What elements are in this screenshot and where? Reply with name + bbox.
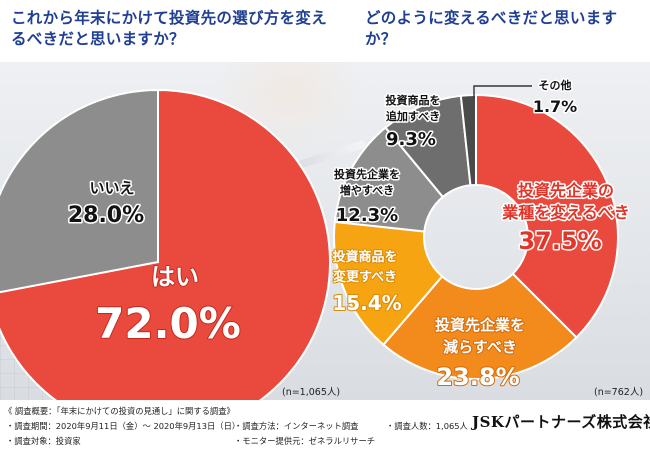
pie-right-value-change: 15.4% [332, 291, 401, 315]
pie-right-value-add: 9.3% [386, 129, 436, 150]
question-left: これから年末にかけて投資先の選び方を変えるべきだと思いますか？ [11, 9, 328, 48]
pie-right-label-increase-1: 投資先企業を [334, 167, 400, 181]
sample-size-right: (n=762人) [594, 387, 644, 398]
pie-left-label-yes: はい [151, 263, 199, 291]
pie-right-slice-3 [333, 126, 445, 233]
pie-right-label-industry-2: 業種を変えるべき [501, 203, 630, 222]
pie-right-label-other: その他 [539, 78, 572, 92]
survey-method: ・調査方法：インターネット調査 [234, 421, 359, 431]
company-logo-text: JSKパートナーズ株式会社 [472, 413, 650, 431]
pie-left-slice-0 [0, 88, 331, 400]
pie-right-value-reduce: 23.8% [436, 363, 519, 391]
pie-right-value-industry: 37.5% [518, 227, 601, 255]
pie-right-label-change-1: 投資商品を [332, 249, 397, 265]
pie-right-value-other: 1.7% [533, 97, 577, 116]
survey-heading: 《 調査概要：「年末にかけての投資の見通し」に関する調査》 [4, 406, 235, 416]
pie-left-label-no: いいえ [89, 179, 134, 197]
pie-right-labels: 投資先企業の業種を変えるべき37.5%投資先企業を減らすべき23.8%投資商品を… [331, 77, 631, 393]
pie-right-label-industry-1: 投資先企業の [518, 181, 614, 200]
pie-right-value-increase: 12.3% [336, 205, 398, 226]
pie-left-slice-1 [0, 88, 159, 294]
sample-size-left: (n=1,065人) [282, 387, 341, 398]
pie-right-label-add-2: 追加すべき [386, 109, 440, 123]
pie-right-label-reduce-2: 減らすべき [443, 338, 517, 356]
pie-chart-right [333, 93, 619, 380]
survey-count: ・調査人数：1,065人 [386, 421, 468, 431]
pie-chart-left [0, 88, 331, 400]
survey-target: ・調査対象：投資家 [6, 436, 81, 446]
pie-right-slice-2 [333, 220, 444, 347]
pie-right-slice-0 [475, 93, 619, 339]
pie-right-slice-1 [382, 272, 578, 380]
pie-right-label-increase-2: 増やすべき [340, 183, 394, 197]
survey-period: ・調査期間：2020年9月11日（金）～ 2020年9月13日（日） [6, 421, 241, 431]
footer [0, 402, 650, 450]
pie-right-slice-5 [459, 93, 477, 187]
pie-right-leader-line-other [473, 85, 532, 98]
pie-right-label-reduce-1: 投資先企業を [435, 316, 525, 334]
pie-left-value-no: 28.0% [68, 203, 144, 228]
pie-right-label-add-1: 投資商品を [386, 93, 441, 107]
survey-provider: ・モニター提供元：ゼネラルリサーチ [234, 436, 376, 446]
pie-left-value-yes: 72.0% [95, 299, 241, 348]
question-right: どのように変えるべきだと思いますか？ [365, 9, 618, 48]
pie-left-labels: いいえ 28.0% はい 72.0% [66, 178, 242, 350]
pie-right-label-change-2: 変更すべき [333, 269, 397, 285]
